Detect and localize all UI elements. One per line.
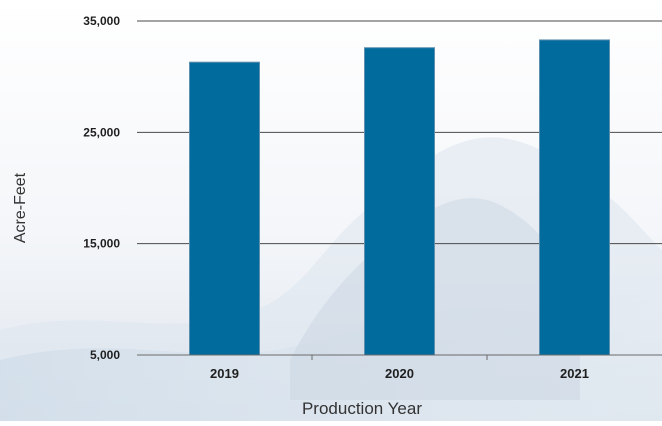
y-axis-label: Acre-Feet (12, 172, 29, 243)
bar-2019 (189, 61, 260, 356)
x-axis-ticks: 2019 2020 2021 (210, 355, 589, 381)
bar-2021 (539, 39, 610, 356)
bars (189, 39, 610, 356)
y-tick-label: 35,000 (83, 14, 120, 28)
y-tick-label: 5,000 (90, 348, 120, 362)
x-tick-label: 2020 (385, 366, 414, 381)
x-tick-label: 2019 (210, 366, 239, 381)
bar-2020 (364, 47, 435, 356)
x-tick-label: 2021 (560, 366, 589, 381)
y-axis-ticks: 5,000 15,000 25,000 35,000 (83, 14, 120, 362)
y-tick-label: 15,000 (83, 237, 120, 251)
y-tick-label: 25,000 (83, 125, 120, 139)
x-axis-label: Production Year (302, 399, 422, 418)
